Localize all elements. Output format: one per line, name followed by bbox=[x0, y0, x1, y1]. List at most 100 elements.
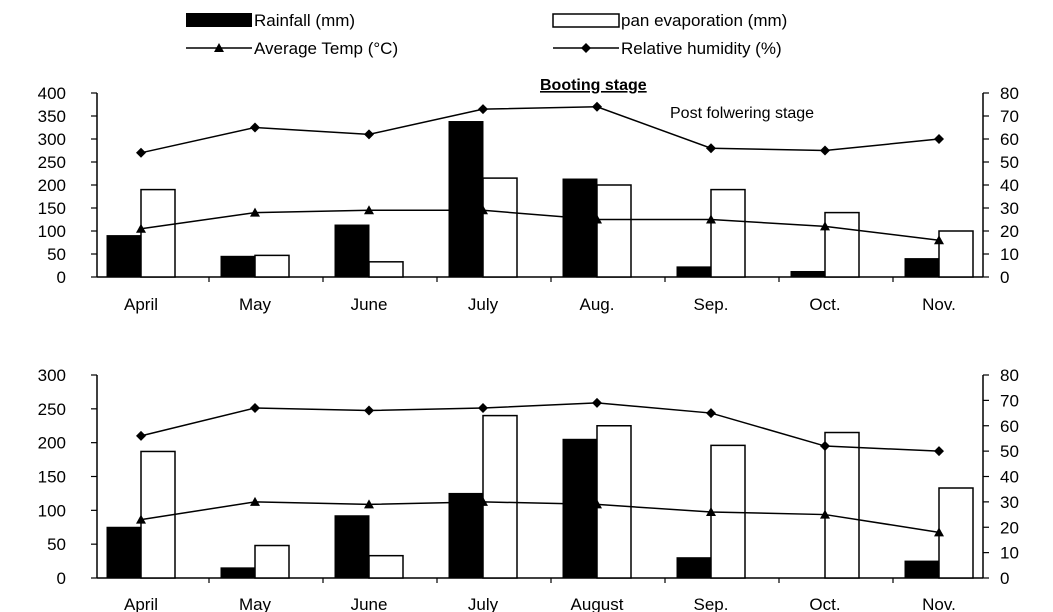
rainfall-bar bbox=[562, 178, 598, 278]
humidity-point bbox=[136, 147, 146, 158]
category-label: July bbox=[468, 295, 499, 314]
humidity-point bbox=[820, 441, 830, 452]
rainfall-bar bbox=[448, 492, 484, 579]
humidity-point bbox=[934, 134, 944, 144]
rainfall-bar bbox=[904, 258, 940, 278]
avg-temp-point bbox=[250, 207, 260, 217]
y2-tick-label: 40 bbox=[1000, 468, 1019, 487]
legend-pan-evaporation-label: pan evaporation (mm) bbox=[621, 11, 787, 30]
pan-evaporation-bar bbox=[482, 414, 518, 579]
humidity-line bbox=[140, 106, 940, 154]
y-tick-label: 50 bbox=[47, 535, 66, 554]
rainfall-bar bbox=[562, 438, 598, 579]
category-label: August bbox=[571, 595, 624, 612]
avg-temp-point bbox=[478, 496, 488, 506]
avg-temp-point bbox=[364, 205, 374, 215]
y2-tick-label: 40 bbox=[1000, 176, 1019, 195]
pan-evaporation-bar bbox=[596, 425, 632, 579]
avg-temp-point bbox=[592, 214, 602, 224]
y-tick-label: 100 bbox=[38, 222, 66, 241]
pan-evaporation-bar bbox=[596, 184, 632, 278]
y-tick-label: 400 bbox=[38, 84, 66, 103]
category-label: April bbox=[124, 295, 158, 314]
y2-tick-label: 70 bbox=[1000, 107, 1019, 126]
pan-evaporation-bar bbox=[482, 177, 518, 278]
y2-tick-label: 20 bbox=[1000, 222, 1019, 241]
category-label: April bbox=[124, 595, 158, 612]
rainfall-bar bbox=[220, 567, 256, 579]
pan-evaporation-bar bbox=[710, 188, 746, 278]
y-tick-label: 50 bbox=[47, 245, 66, 264]
humidity-line bbox=[140, 402, 940, 452]
y2-tick-label: 80 bbox=[1000, 84, 1019, 103]
pan-evaporation-bar bbox=[254, 254, 290, 278]
postflowering-stage-annotation: Post folwering stage bbox=[670, 105, 814, 122]
humidity-point bbox=[364, 405, 374, 416]
category-label: Sep. bbox=[694, 295, 729, 314]
pan-evaporation-bar bbox=[254, 544, 290, 579]
rainfall-bar bbox=[334, 515, 370, 579]
booting-stage-annotation: Booting stage bbox=[540, 77, 647, 94]
rainfall-bar bbox=[790, 270, 826, 278]
avg-temp-point bbox=[820, 221, 830, 231]
humidity-point bbox=[250, 122, 260, 133]
pan-evaporation-bar bbox=[368, 261, 404, 278]
category-label: Oct. bbox=[809, 295, 840, 314]
legend-rainfall-swatch bbox=[186, 13, 252, 27]
avg-temp-point bbox=[706, 507, 716, 517]
humidity-point bbox=[592, 101, 602, 112]
rainfall-bar bbox=[676, 557, 712, 579]
y-tick-label: 150 bbox=[38, 468, 66, 487]
y2-tick-label: 70 bbox=[1000, 391, 1019, 410]
rainfall-bar bbox=[448, 121, 484, 278]
humidity-point bbox=[592, 397, 602, 408]
y2-tick-label: 50 bbox=[1000, 153, 1019, 172]
pan-evaporation-bar bbox=[938, 487, 974, 579]
category-label: Oct. bbox=[809, 595, 840, 612]
y-tick-label: 0 bbox=[57, 569, 66, 588]
legend-pan-evaporation-swatch bbox=[552, 13, 620, 28]
y-tick-label: 250 bbox=[38, 400, 66, 419]
humidity-point bbox=[478, 402, 488, 413]
y2-tick-label: 10 bbox=[1000, 245, 1019, 264]
humidity-point bbox=[478, 104, 488, 115]
category-label: July bbox=[468, 595, 499, 612]
pan-evaporation-bar bbox=[824, 431, 860, 579]
legend: Rainfall (mm) pan evaporation (mm) Avera… bbox=[186, 11, 787, 58]
avg-temp-point bbox=[592, 499, 602, 509]
y-tick-label: 200 bbox=[38, 434, 66, 453]
y-tick-label: 300 bbox=[38, 130, 66, 149]
category-label: Nov. bbox=[922, 595, 956, 612]
y2-tick-label: 60 bbox=[1000, 417, 1019, 436]
avg-temp-point bbox=[478, 205, 488, 215]
avg-temp-point bbox=[820, 509, 830, 519]
pan-evaporation-bar bbox=[938, 230, 974, 278]
humidity-point bbox=[820, 145, 830, 156]
y2-tick-label: 20 bbox=[1000, 518, 1019, 537]
rainfall-bar bbox=[904, 560, 940, 579]
y2-tick-label: 30 bbox=[1000, 493, 1019, 512]
humidity-point bbox=[706, 408, 716, 419]
avg-temp-line bbox=[140, 209, 940, 241]
category-label: June bbox=[351, 595, 388, 612]
rainfall-bar bbox=[676, 266, 712, 278]
category-label: May bbox=[239, 295, 272, 314]
avg-temp-point bbox=[934, 527, 944, 537]
avg-temp-point bbox=[364, 499, 374, 509]
humidity-point bbox=[250, 402, 260, 413]
category-label: June bbox=[351, 295, 388, 314]
legend-humidity-diamond-icon bbox=[581, 43, 591, 53]
humidity-point bbox=[934, 446, 944, 457]
y-tick-label: 0 bbox=[57, 268, 66, 287]
humidity-point bbox=[136, 430, 146, 441]
y2-tick-label: 0 bbox=[1000, 268, 1009, 287]
y-tick-label: 250 bbox=[38, 153, 66, 172]
y2-tick-label: 80 bbox=[1000, 366, 1019, 385]
rainfall-bar bbox=[106, 235, 142, 278]
rainfall-bar bbox=[334, 224, 370, 278]
rainfall-bar bbox=[106, 526, 142, 579]
category-label: Aug. bbox=[580, 295, 615, 314]
rainfall-bar bbox=[220, 255, 256, 278]
chart-bottom: 0 50 100 150 200 250 300 0 10 20 30 40 50 60 70 80 April… bbox=[38, 366, 1019, 612]
